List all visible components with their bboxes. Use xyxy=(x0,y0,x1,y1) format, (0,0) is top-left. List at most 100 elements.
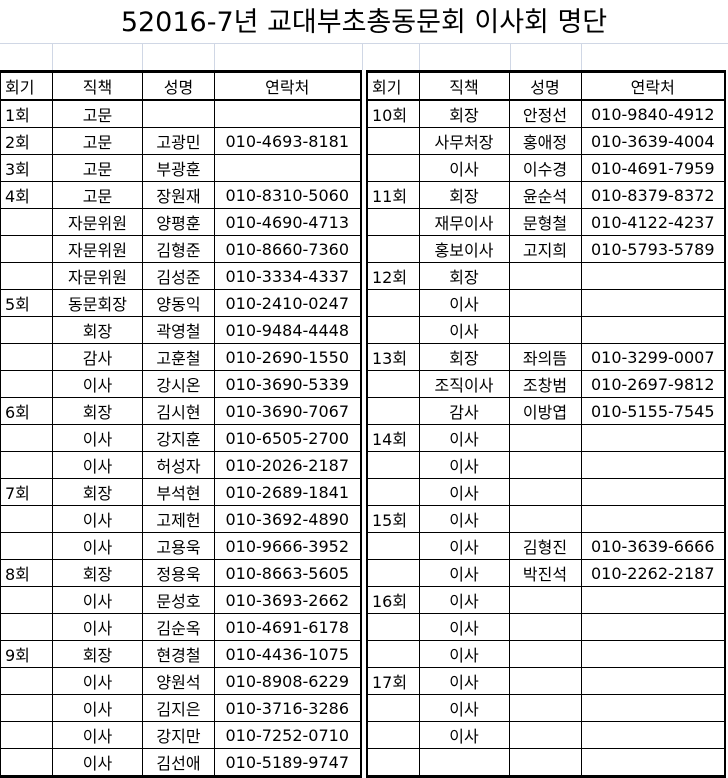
name-cell[interactable]: 김형진 xyxy=(508,532,582,560)
position-cell[interactable]: 회장 xyxy=(52,478,143,506)
position-cell[interactable]: 회장 xyxy=(418,99,510,128)
column-header[interactable]: 연락처 xyxy=(580,70,726,101)
term-cell[interactable] xyxy=(366,235,420,263)
term-cell[interactable] xyxy=(366,127,420,155)
phone-cell[interactable] xyxy=(580,505,726,533)
term-cell[interactable] xyxy=(366,478,420,506)
position-cell[interactable]: 이사 xyxy=(52,694,143,722)
term-cell[interactable]: 14회 xyxy=(366,424,420,452)
position-cell[interactable]: 고문 xyxy=(52,99,143,128)
column-header[interactable]: 직책 xyxy=(418,70,510,101)
name-cell[interactable] xyxy=(142,99,215,128)
phone-cell[interactable]: 010-4693-8181 xyxy=(214,127,361,155)
name-cell[interactable]: 부광훈 xyxy=(142,154,215,182)
term-cell[interactable] xyxy=(0,424,53,452)
term-cell[interactable] xyxy=(0,262,53,290)
term-cell[interactable]: 11회 xyxy=(366,181,420,209)
position-cell[interactable]: 이사 xyxy=(418,640,510,668)
term-cell[interactable] xyxy=(366,559,420,587)
position-cell[interactable]: 조직이사 xyxy=(418,370,510,398)
phone-cell[interactable] xyxy=(580,586,726,614)
term-cell[interactable] xyxy=(366,370,420,398)
name-cell[interactable]: 고광민 xyxy=(142,127,215,155)
position-cell[interactable]: 이사 xyxy=(418,478,510,506)
position-cell[interactable]: 자문위원 xyxy=(52,262,143,290)
term-cell[interactable]: 10회 xyxy=(366,99,420,128)
position-cell[interactable]: 이사 xyxy=(52,505,143,533)
term-cell[interactable] xyxy=(0,370,53,398)
position-cell[interactable]: 홍보이사 xyxy=(418,235,510,263)
name-cell[interactable]: 김형준 xyxy=(142,235,215,263)
term-cell[interactable]: 3회 xyxy=(0,154,53,182)
position-cell[interactable]: 회장 xyxy=(418,343,510,371)
name-cell[interactable]: 좌의뜸 xyxy=(508,343,582,371)
phone-cell[interactable] xyxy=(580,694,726,722)
column-header[interactable]: 성명 xyxy=(508,70,582,101)
name-cell[interactable]: 양동익 xyxy=(142,289,215,317)
name-cell[interactable]: 부석현 xyxy=(142,478,215,506)
term-cell[interactable] xyxy=(366,694,420,722)
term-cell[interactable] xyxy=(366,532,420,560)
column-header[interactable]: 회기 xyxy=(366,70,420,101)
term-cell[interactable]: 2회 xyxy=(0,127,53,155)
phone-cell[interactable]: 010-5155-7545 xyxy=(580,397,726,425)
name-cell[interactable]: 박진석 xyxy=(508,559,582,587)
phone-cell[interactable]: 010-2026-2187 xyxy=(214,451,361,479)
name-cell[interactable]: 안정선 xyxy=(508,99,582,128)
phone-cell[interactable] xyxy=(580,316,726,344)
phone-cell[interactable]: 010-4122-4237 xyxy=(580,208,726,236)
position-cell[interactable]: 이사 xyxy=(418,505,510,533)
term-cell[interactable] xyxy=(0,343,53,371)
phone-cell[interactable] xyxy=(580,613,726,641)
position-cell[interactable]: 이사 xyxy=(52,370,143,398)
phone-cell[interactable]: 010-2690-1550 xyxy=(214,343,361,371)
term-cell[interactable]: 6회 xyxy=(0,397,53,425)
name-cell[interactable] xyxy=(508,748,582,778)
phone-cell[interactable] xyxy=(580,289,726,317)
position-cell[interactable]: 고문 xyxy=(52,127,143,155)
term-cell[interactable] xyxy=(0,748,53,778)
term-cell[interactable]: 16회 xyxy=(366,586,420,614)
position-cell[interactable]: 이사 xyxy=(418,289,510,317)
phone-cell[interactable]: 010-8663-5605 xyxy=(214,559,361,587)
name-cell[interactable] xyxy=(508,586,582,614)
position-cell[interactable]: 자문위원 xyxy=(52,235,143,263)
position-cell[interactable]: 이사 xyxy=(418,424,510,452)
phone-cell[interactable]: 010-4691-6178 xyxy=(214,613,361,641)
phone-cell[interactable]: 010-3690-5339 xyxy=(214,370,361,398)
position-cell[interactable]: 회장 xyxy=(52,640,143,668)
position-cell[interactable]: 이사 xyxy=(418,586,510,614)
name-cell[interactable]: 이수경 xyxy=(508,154,582,182)
name-cell[interactable]: 강지만 xyxy=(142,721,215,749)
term-cell[interactable]: 17회 xyxy=(366,667,420,695)
phone-cell[interactable]: 010-9484-4448 xyxy=(214,316,361,344)
phone-cell[interactable]: 010-5793-5789 xyxy=(580,235,726,263)
name-cell[interactable]: 김선애 xyxy=(142,748,215,778)
phone-cell[interactable]: 010-9840-4912 xyxy=(580,99,726,128)
term-cell[interactable] xyxy=(366,154,420,182)
phone-cell[interactable]: 010-4691-7959 xyxy=(580,154,726,182)
term-cell[interactable]: 8회 xyxy=(0,559,53,587)
term-cell[interactable]: 4회 xyxy=(0,181,53,209)
name-cell[interactable]: 홍애정 xyxy=(508,127,582,155)
name-cell[interactable] xyxy=(508,478,582,506)
term-cell[interactable] xyxy=(366,208,420,236)
name-cell[interactable]: 허성자 xyxy=(142,451,215,479)
phone-cell[interactable] xyxy=(580,640,726,668)
name-cell[interactable] xyxy=(508,667,582,695)
name-cell[interactable]: 김시현 xyxy=(142,397,215,425)
position-cell[interactable]: 감사 xyxy=(52,343,143,371)
term-cell[interactable] xyxy=(0,208,53,236)
name-cell[interactable]: 고제헌 xyxy=(142,505,215,533)
phone-cell[interactable] xyxy=(580,262,726,290)
name-cell[interactable] xyxy=(508,640,582,668)
name-cell[interactable]: 고용욱 xyxy=(142,532,215,560)
position-cell[interactable]: 이사 xyxy=(418,154,510,182)
phone-cell[interactable] xyxy=(580,721,726,749)
name-cell[interactable] xyxy=(508,262,582,290)
position-cell[interactable]: 이사 xyxy=(52,721,143,749)
position-cell[interactable]: 이사 xyxy=(52,667,143,695)
position-cell[interactable]: 이사 xyxy=(418,721,510,749)
name-cell[interactable]: 김순옥 xyxy=(142,613,215,641)
phone-cell[interactable]: 010-3693-2662 xyxy=(214,586,361,614)
